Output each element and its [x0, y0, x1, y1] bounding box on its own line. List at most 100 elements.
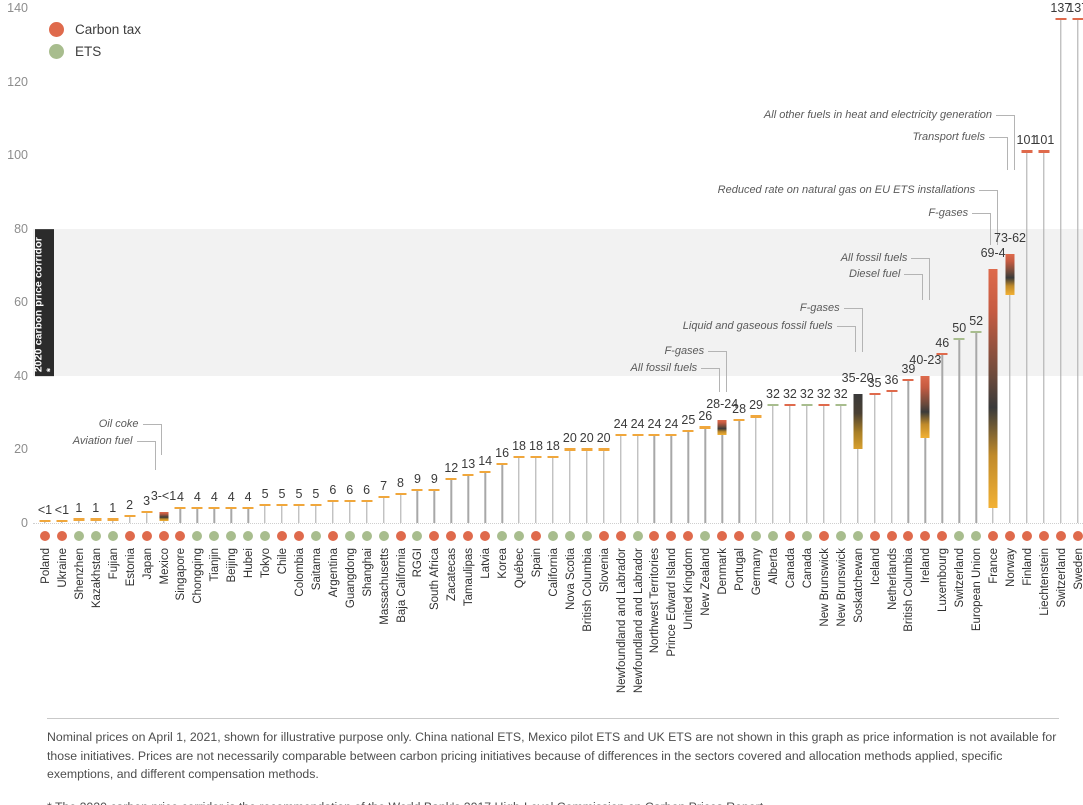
bar-column[interactable]: 20 Nova Scotia	[561, 0, 579, 610]
bar-column[interactable]: 8 Baja California	[392, 0, 410, 623]
bar-column[interactable]: 101 Liechtenstein	[1033, 0, 1054, 615]
bar-column[interactable]: 35-20 Soskatchewan	[842, 0, 874, 623]
value-cap	[73, 518, 85, 521]
bar-column[interactable]: 4 Singapore	[171, 0, 189, 600]
bar-column[interactable]: 32 New Brunswick	[815, 0, 833, 626]
bar-column[interactable]: 4 Tianjin	[205, 0, 223, 581]
bar-column[interactable]: 14 Latvia	[476, 0, 494, 578]
bar-column[interactable]: 1 Fujian	[104, 0, 122, 579]
bar-column[interactable]: 24 Newfoundland and Labrador	[612, 0, 630, 693]
bar-column[interactable]: 26 New Zealand	[696, 0, 714, 615]
bar-column[interactable]: <1 Ukraine	[53, 0, 71, 587]
ets-dot-icon	[378, 531, 389, 541]
y-axis-tick-40: 40	[14, 368, 28, 383]
annotation-leader-line	[160, 424, 162, 455]
x-axis-label: Shanghai	[361, 548, 374, 597]
bar-column[interactable]: 9 RGGI	[408, 0, 426, 577]
bar-column[interactable]: 137 Switzerland	[1050, 0, 1071, 607]
bar-column[interactable]: 5 Saitama	[307, 0, 325, 590]
bar-column[interactable]: 5 Tokyo	[256, 0, 274, 578]
bar-stem	[602, 449, 605, 523]
bar-column[interactable]: 40-23 Ireland	[909, 0, 941, 583]
bar-column[interactable]: 6 Argentina	[324, 0, 342, 597]
carbon-tax-dot-icon	[1072, 531, 1083, 541]
ets-dot-icon	[49, 44, 64, 59]
x-axis-label: Baja California	[395, 548, 408, 623]
carbon-tax-dot-icon	[1021, 531, 1032, 541]
bar-column[interactable]: 3-<1 Mexico	[151, 0, 176, 584]
legend: Carbon tax ETS	[49, 22, 141, 66]
footer: Nominal prices on April 1, 2021, shown f…	[47, 718, 1059, 805]
bar-column[interactable]: 20 Slovenia	[595, 0, 613, 592]
value-cap	[665, 433, 677, 436]
annotation-leader-line	[1014, 115, 1015, 170]
bar-column[interactable]: 3 Japan	[138, 0, 156, 579]
bar-column[interactable]: 28-24 Denmark	[706, 0, 738, 595]
annotation-leader-line	[701, 368, 720, 369]
bar-column[interactable]: 50 Switzerland	[950, 0, 968, 607]
bar-stem	[890, 390, 893, 523]
carbon-tax-dot-icon	[446, 531, 457, 541]
bar-column[interactable]: 13 Tamaulipas	[459, 0, 477, 606]
bar-stem	[298, 504, 300, 523]
bar-column[interactable]: 4 Beijing	[222, 0, 240, 583]
bar-column[interactable]: 7 Massachusetts	[375, 0, 393, 625]
bar-column[interactable]: 35 Iceland	[866, 0, 884, 585]
bar-column[interactable]: 32 Canada	[798, 0, 816, 588]
x-axis-label: Québec	[514, 548, 527, 589]
bar-column[interactable]: 20 British Columbia	[578, 0, 596, 631]
bar-column[interactable]: 29 Germany	[747, 0, 765, 595]
value-cap	[1021, 150, 1033, 153]
value-label: 20	[579, 431, 594, 446]
x-axis-label: Canada	[801, 548, 814, 589]
bar-column[interactable]: 52 European Union	[967, 0, 985, 631]
value-cap	[801, 404, 813, 407]
bar-column[interactable]: 24 Prince Edward Island	[662, 0, 680, 657]
bar-column[interactable]: 24 Newfoundland and Labrador	[629, 0, 647, 693]
bar-column[interactable]: 69-4 France	[981, 0, 1006, 584]
annotation-leader-line	[904, 274, 923, 275]
bar-column[interactable]: 73-62 Norway	[994, 0, 1026, 587]
value-label: 69-4	[980, 246, 1006, 261]
carbon-tax-dot-icon	[158, 531, 169, 541]
bar-column[interactable]: 9 South Africa	[425, 0, 443, 610]
bar-column[interactable]: 46 Luxembourg	[933, 0, 951, 612]
bar-column[interactable]: 6 Guangdong	[341, 0, 359, 608]
bar-column[interactable]: 18 California	[544, 0, 562, 597]
bar-stem	[247, 508, 249, 523]
bar-column[interactable]: 101 Finland	[1017, 0, 1038, 585]
bar-stem	[365, 500, 368, 523]
bar-column[interactable]: 36 Netherlands	[883, 0, 901, 610]
bar-column[interactable]: 6 Shanghai	[358, 0, 376, 597]
value-label: 18	[529, 438, 543, 453]
value-label: 5	[261, 486, 269, 501]
bar-column[interactable]: 5 Colombia	[290, 0, 308, 597]
bar-column[interactable]: 18 Québec	[510, 0, 528, 589]
x-axis-label: Hubei	[243, 548, 256, 579]
bar-column[interactable]: 18 Spain	[527, 0, 545, 578]
value-label: 24	[630, 416, 645, 431]
bar-column[interactable]: 12 Zacatecas	[442, 0, 460, 601]
bar-column[interactable]: 16 Korea	[493, 0, 511, 579]
bar-column[interactable]: 5 Chile	[273, 0, 291, 574]
value-label: 35-20	[841, 371, 874, 386]
bar-column[interactable]: <1 Poland	[36, 0, 54, 584]
bar-column[interactable]: 32 New Brunswick	[832, 0, 850, 626]
bar-stem	[619, 434, 622, 523]
bar-stem	[924, 375, 927, 523]
bar-column[interactable]: 25 United Kingdom	[679, 0, 697, 630]
bar-column[interactable]: 1 Shenzhen	[70, 0, 88, 600]
bar-column[interactable]: 4 Chongqing	[188, 0, 206, 604]
bar-column[interactable]: 4 Hubei	[239, 0, 257, 578]
bar-column[interactable]: 28 Portugal	[730, 0, 748, 591]
bar-column[interactable]: 1 Kazakhstan	[87, 0, 105, 608]
x-axis-label: RGGI	[412, 548, 425, 578]
bar-column[interactable]: 32 Canada	[781, 0, 799, 588]
value-label: 46	[935, 335, 950, 350]
bar-column[interactable]: 32 Alberta	[764, 0, 782, 584]
bar-column[interactable]: 137 Sweden	[1067, 0, 1083, 590]
bar-column[interactable]: 24 Northwest Territories	[645, 0, 663, 654]
bar-column[interactable]: 2 Estonia	[121, 0, 139, 586]
bar-column[interactable]: 39 British Columbia	[899, 0, 917, 632]
bar-stem	[958, 339, 960, 523]
